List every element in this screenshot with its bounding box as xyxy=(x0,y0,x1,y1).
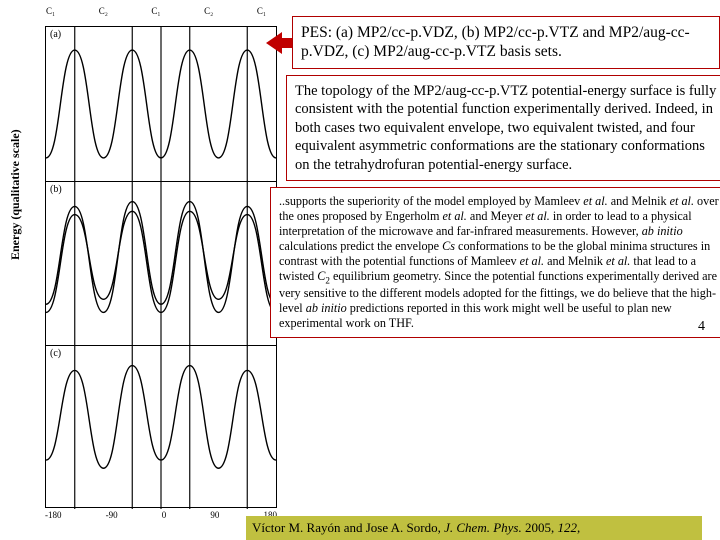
x-tick-labels: -180-90090180 xyxy=(45,510,277,520)
title-box: PES: (a) MP2/cc-p.VDZ, (b) MP2/cc-p.VTZ … xyxy=(292,16,720,69)
axis-top-label: C₂ xyxy=(204,6,213,16)
figure-top-labels: C₁ C₂ C₁ C₂ C₁ xyxy=(46,6,266,16)
axis-top-label: C₂ xyxy=(99,6,108,16)
citation-bar: Víctor M. Rayón and Jose A. Sordo, J. Ch… xyxy=(246,516,702,540)
x-tick: 0 xyxy=(162,510,167,520)
y-axis-label: Energy (qualitative scale) xyxy=(8,129,23,260)
axis-top-label: C₁ xyxy=(257,6,266,16)
x-tick: 90 xyxy=(210,510,219,520)
chart-panel: (b) xyxy=(46,182,276,346)
plot-area: (a)(b)(c) xyxy=(45,26,277,508)
topology-box: The topology of the MP2/aug-cc-p.VTZ pot… xyxy=(286,75,720,182)
figure: C₁ C₂ C₁ C₂ C₁ Energy (qualitative scale) (a… xyxy=(10,0,290,540)
slide: C₁ C₂ C₁ C₂ C₁ Energy (qualitative scale) (a… xyxy=(0,0,720,540)
x-tick: -90 xyxy=(106,510,118,520)
right-column: PES: (a) MP2/cc-p.VDZ, (b) MP2/cc-p.VTZ … xyxy=(292,0,720,344)
x-tick: -180 xyxy=(45,510,62,520)
supports-box: ..supports the superiority of the model … xyxy=(270,187,720,338)
chart-panel: (c) xyxy=(46,346,276,509)
page-number: 4 xyxy=(698,318,705,335)
supports-text: ..supports the superiority of the model … xyxy=(279,194,719,330)
axis-top-label: C₁ xyxy=(46,6,55,16)
axis-top-label: C₁ xyxy=(151,6,160,16)
chart-panel: (a) xyxy=(46,27,276,182)
